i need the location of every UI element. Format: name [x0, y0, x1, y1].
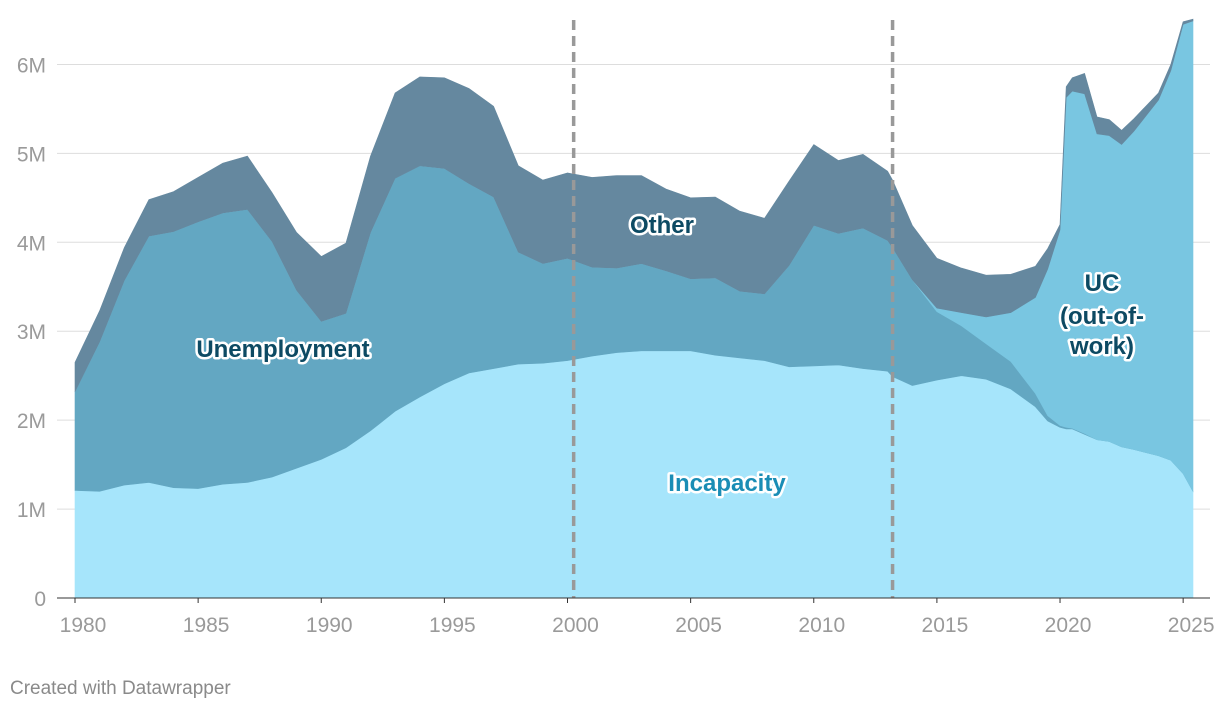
- x-tick-label: 2025: [1168, 614, 1215, 637]
- y-tick-label: 1M: [17, 499, 46, 522]
- y-tick-label: 0: [34, 588, 46, 611]
- label-other: Other: [630, 212, 694, 239]
- label-uc-line3: work): [1069, 333, 1134, 360]
- y-tick-label: 4M: [17, 232, 46, 255]
- label-unemployment: Unemployment: [196, 336, 369, 363]
- y-tick-label: 3M: [17, 321, 46, 344]
- y-tick-label: 2M: [17, 410, 46, 433]
- axes: 0 1M 2M 3M 4M 5M 6M 1980 1985 1990 1995 2000 2005 201…: [17, 54, 1215, 637]
- x-tick-label: 2010: [798, 614, 845, 637]
- credit-text: Created with Datawrapper: [10, 678, 231, 699]
- x-tick-label: 2000: [552, 614, 599, 637]
- x-tick-label: 2005: [675, 614, 722, 637]
- label-uc-line2: (out-of-: [1060, 303, 1144, 330]
- x-tick-label: 2020: [1045, 614, 1092, 637]
- y-tick-label: 5M: [17, 143, 46, 166]
- area-other: [74, 18, 1194, 392]
- x-tick-label: 1985: [183, 614, 230, 637]
- area-series: [74, 18, 1194, 599]
- area-labels: Unemployment Other UC (out-of- work) Inc…: [194, 210, 1147, 500]
- x-tick-label: 1980: [60, 614, 107, 637]
- x-tick-label: 2015: [922, 614, 969, 637]
- reference-lines: [571, 20, 895, 598]
- label-incapacity: Incapacity: [668, 470, 786, 497]
- label-uc-line1: UC: [1085, 270, 1120, 297]
- x-tick-label: 1995: [429, 614, 476, 637]
- y-tick-label: 6M: [17, 54, 46, 77]
- x-tick-label: 1990: [306, 614, 353, 637]
